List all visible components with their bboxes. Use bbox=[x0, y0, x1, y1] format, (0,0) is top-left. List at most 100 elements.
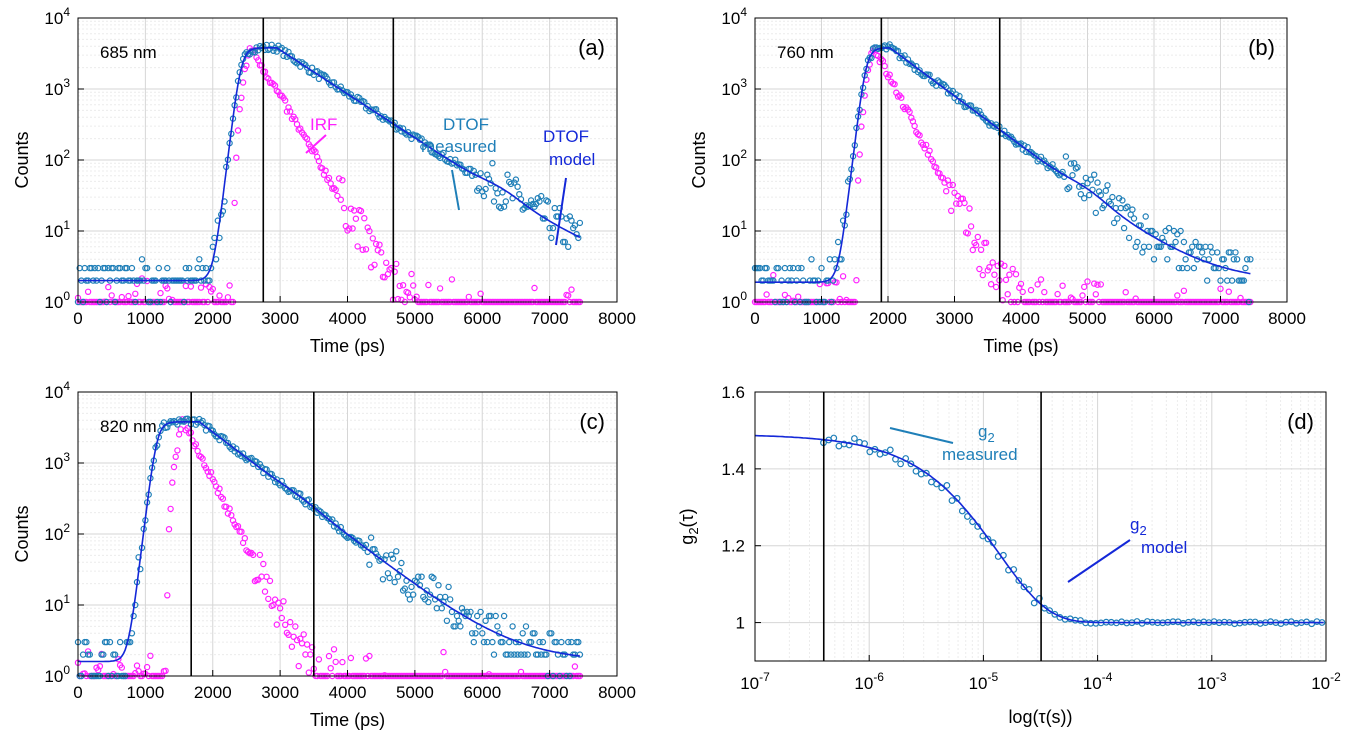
measured-point bbox=[490, 198, 498, 205]
g2-measured-point bbox=[851, 435, 858, 442]
measured-point bbox=[106, 638, 114, 646]
irf-point bbox=[325, 652, 333, 660]
tick-label: 100 bbox=[721, 289, 747, 312]
irf-point bbox=[1016, 284, 1023, 291]
irf-point bbox=[280, 598, 287, 605]
g2-model-arrow bbox=[1067, 539, 1131, 583]
tick-label: 103 bbox=[44, 76, 70, 99]
irf-point bbox=[263, 573, 270, 581]
measured-point bbox=[83, 638, 90, 646]
irf-point bbox=[174, 447, 181, 454]
irf-point bbox=[891, 80, 898, 88]
measured-point bbox=[494, 190, 501, 197]
measured-point bbox=[1095, 188, 1103, 195]
measured-point bbox=[565, 638, 572, 646]
g2-measured-point bbox=[1046, 607, 1053, 614]
measured-point bbox=[793, 277, 800, 284]
irf-point bbox=[531, 284, 538, 292]
measured-point bbox=[467, 608, 474, 616]
irf-point bbox=[477, 290, 484, 297]
measured-point bbox=[1097, 191, 1105, 199]
measured-point bbox=[1137, 222, 1144, 229]
tick-label: 102 bbox=[721, 147, 747, 170]
tick-label: 100 bbox=[44, 289, 70, 312]
measured-point bbox=[1134, 238, 1141, 246]
irf-point bbox=[165, 526, 173, 533]
irf-point bbox=[371, 261, 378, 268]
measured-point bbox=[182, 264, 189, 272]
irf-point bbox=[770, 271, 777, 279]
irf-point bbox=[133, 662, 141, 669]
irf-point bbox=[334, 192, 341, 200]
irf-point bbox=[256, 551, 264, 559]
measured-point bbox=[1203, 277, 1211, 284]
irf-point bbox=[406, 294, 413, 301]
irf-point bbox=[908, 114, 915, 121]
measured-point bbox=[445, 583, 452, 591]
measured-point bbox=[539, 638, 547, 646]
irf-point bbox=[919, 141, 927, 148]
irf-point bbox=[948, 207, 955, 214]
irf-point bbox=[189, 437, 196, 444]
measured-point bbox=[543, 651, 550, 658]
panel-a-model-line bbox=[78, 47, 581, 282]
irf-point bbox=[115, 656, 122, 663]
measured-point bbox=[396, 124, 403, 131]
irf-point bbox=[84, 648, 92, 655]
irf-point bbox=[1017, 280, 1025, 288]
measured-point bbox=[457, 623, 464, 630]
irf-point bbox=[352, 215, 360, 222]
y-tick-label: 1.2 bbox=[721, 537, 745, 556]
measured-point bbox=[480, 638, 488, 646]
irf-point bbox=[147, 652, 154, 660]
irf-point bbox=[386, 266, 393, 273]
measured-point bbox=[1085, 191, 1093, 199]
measured-point bbox=[507, 651, 515, 658]
measured-point bbox=[185, 264, 193, 272]
measured-point bbox=[514, 183, 521, 190]
measured-point bbox=[834, 238, 842, 246]
tick-label: 104 bbox=[721, 5, 747, 28]
measured-point bbox=[1213, 249, 1221, 256]
tick-label: 10-3 bbox=[1197, 670, 1227, 693]
irf-point bbox=[991, 271, 998, 278]
panel-d-yticks: 1 1.2 1.4 1.6 bbox=[721, 383, 761, 633]
g2-tau: (τ) bbox=[677, 508, 697, 527]
measured-point bbox=[1240, 277, 1248, 284]
irf-point bbox=[310, 146, 317, 154]
measured-point bbox=[490, 651, 498, 658]
tick-label: 103 bbox=[44, 450, 70, 473]
irf-point bbox=[175, 431, 183, 438]
irf-point bbox=[199, 455, 206, 462]
measured-point bbox=[565, 243, 572, 250]
measured-point bbox=[389, 555, 397, 562]
measured-point bbox=[379, 576, 387, 583]
panel-b-xticks: 0 1000 2000 3000 4000 5000 6000 7000 8000 bbox=[750, 296, 1306, 328]
x-tick-label: 6000 bbox=[463, 683, 501, 702]
irf-point bbox=[924, 151, 932, 158]
panel-a-irf-annotation: IRF bbox=[305, 115, 337, 154]
measured-point bbox=[88, 264, 95, 272]
panel-a-letter: (a) bbox=[578, 35, 605, 60]
measured-point bbox=[1104, 182, 1111, 189]
irf-point bbox=[172, 453, 179, 460]
model-arrow bbox=[555, 177, 567, 246]
irf-point bbox=[340, 204, 348, 212]
measured-point bbox=[1102, 187, 1110, 194]
irf-point bbox=[164, 592, 171, 599]
irf-point bbox=[233, 154, 240, 161]
measured-point bbox=[280, 52, 287, 60]
irf-point bbox=[238, 94, 245, 102]
x-tick-label: 4000 bbox=[329, 309, 367, 328]
irf-point bbox=[143, 663, 151, 671]
measured-point bbox=[256, 460, 264, 468]
measured-point bbox=[519, 630, 526, 637]
g2-measured-point bbox=[907, 460, 915, 468]
irf-point bbox=[349, 225, 356, 232]
panel-d-vlines bbox=[822, 392, 1042, 661]
g2-measured-point bbox=[1030, 599, 1038, 607]
measured-point bbox=[519, 206, 526, 213]
irf-point bbox=[440, 648, 447, 656]
irf-point bbox=[1009, 265, 1016, 273]
irf-point bbox=[364, 224, 371, 231]
